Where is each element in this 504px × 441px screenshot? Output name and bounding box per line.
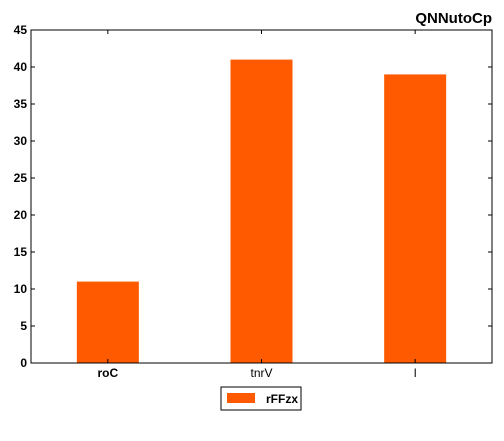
x-tick-label: tnrV [250,366,272,380]
legend-swatch [227,393,255,403]
y-tick-label: 30 [14,134,28,148]
legend: rFFzx [220,386,302,411]
x-tick-label: roC [97,366,118,380]
y-tick-label: 20 [14,208,28,222]
plot-frame [30,29,493,364]
legend-label: rFFzx [266,392,298,406]
bar-roC [76,281,139,363]
y-tick-label: 10 [14,282,28,296]
y-tick-label: 40 [14,60,28,74]
x-tick-label: l [414,366,417,380]
bars-group [76,59,447,364]
y-tick-label: 0 [20,356,27,370]
bar-tnrV [230,59,293,363]
y-tick-label: 45 [14,23,28,37]
chart-title: QNNutoCp [415,10,492,27]
legend-box [220,386,302,411]
x-axis: roC tnrV l [97,30,417,380]
y-tick-label: 25 [14,171,28,185]
y-tick-label: 35 [14,97,28,111]
y-tick-label: 15 [14,245,28,259]
y-tick-label: 5 [20,319,27,333]
bar-l [384,74,447,364]
y-axis: 0 5 10 15 20 25 30 35 40 45 [14,23,492,370]
